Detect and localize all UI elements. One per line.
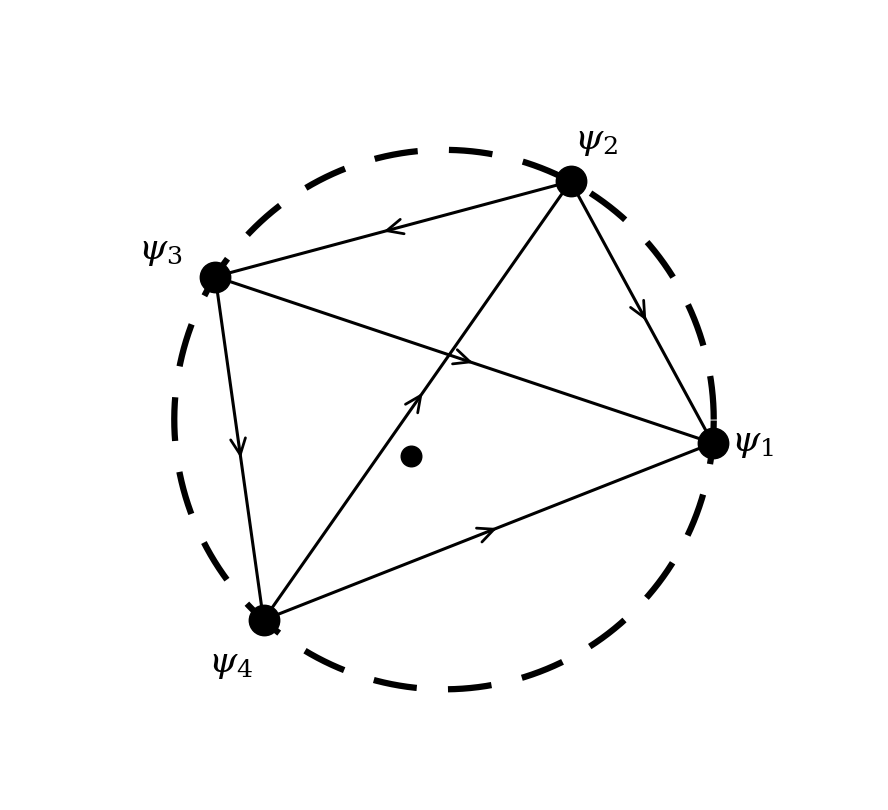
Text: $\psi_1$: $\psi_1$ bbox=[732, 426, 774, 460]
Text: $\psi_4$: $\psi_4$ bbox=[208, 646, 253, 680]
Point bbox=[706, 437, 720, 450]
Text: $\psi_2$: $\psi_2$ bbox=[575, 124, 618, 158]
Point bbox=[564, 175, 578, 188]
Text: $\psi_3$: $\psi_3$ bbox=[139, 234, 183, 268]
Point bbox=[404, 450, 418, 463]
Point bbox=[257, 613, 271, 626]
Point bbox=[208, 271, 222, 284]
